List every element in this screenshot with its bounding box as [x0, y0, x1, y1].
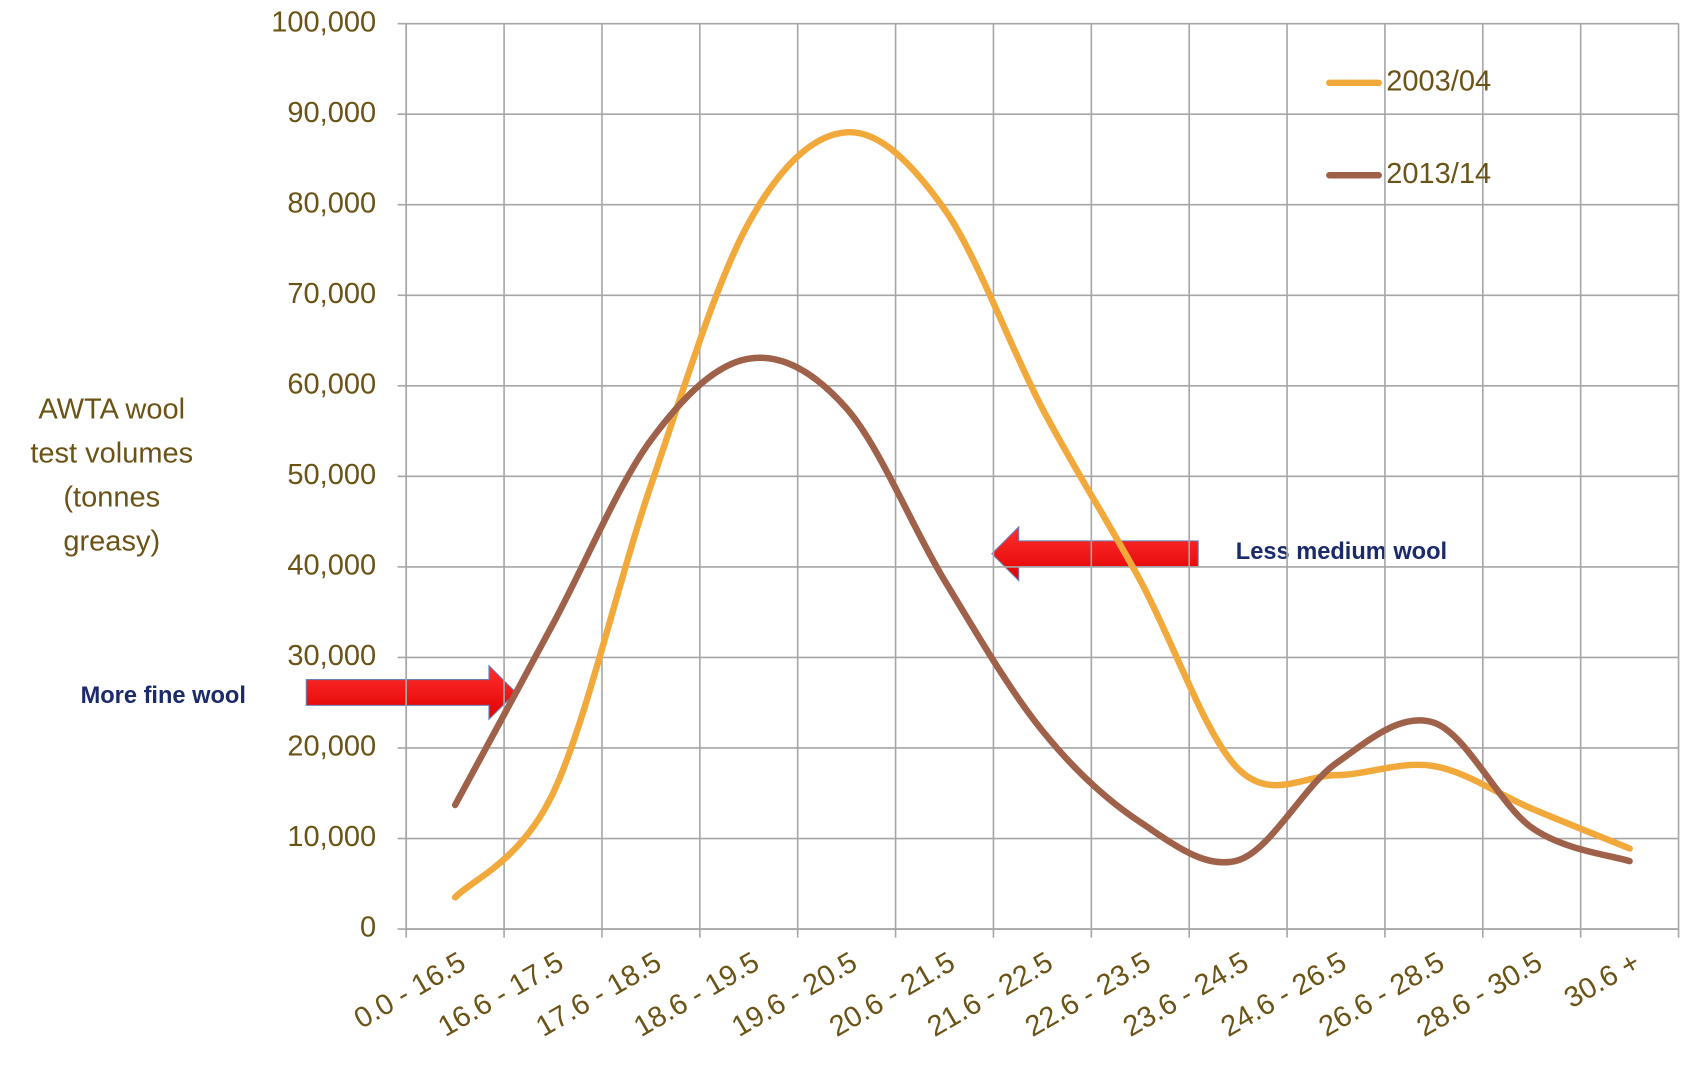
y-tick-label: 70,000	[287, 278, 376, 310]
y-tick-label: 10,000	[287, 821, 376, 853]
y-tick-label: 40,000	[287, 550, 376, 582]
y-tick-label: 50,000	[287, 459, 376, 491]
series-line	[451, 129, 1633, 901]
y-axis-label: test volumes	[30, 438, 193, 470]
y-tick-label: 100,000	[271, 6, 376, 38]
annotation-arrow	[305, 664, 517, 721]
legend-label: 2003/04	[1386, 65, 1491, 97]
y-axis-label: greasy)	[63, 526, 160, 558]
annotation-arrow	[991, 525, 1199, 582]
y-tick-label: 30,000	[287, 640, 376, 672]
annotation: Less medium wool	[1236, 539, 1447, 565]
annotation: More fine wool	[81, 683, 246, 709]
y-tick-label: 60,000	[287, 368, 376, 400]
y-tick-label: 90,000	[287, 97, 376, 129]
series-line	[451, 354, 1633, 866]
y-tick-label: 0	[360, 912, 376, 944]
x-tick-label: 30.6 +	[1559, 946, 1646, 1014]
y-axis-label: AWTA wool	[38, 393, 185, 425]
y-axis-label: (tonnes	[63, 482, 160, 514]
legend-label: 2013/14	[1386, 158, 1491, 190]
y-tick-label: 80,000	[287, 187, 376, 219]
y-tick-label: 20,000	[287, 731, 376, 763]
